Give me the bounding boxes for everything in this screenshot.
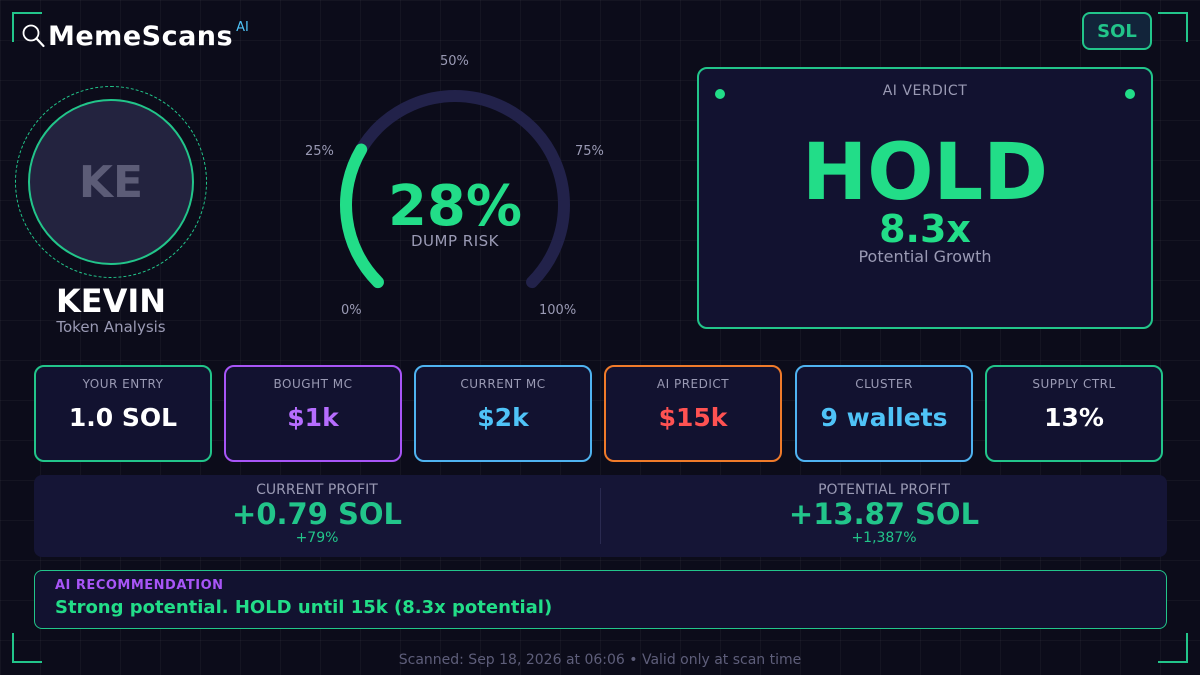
corner-decoration-top-left	[12, 12, 42, 42]
chain-badge: SOL	[1082, 12, 1152, 50]
stat-label: SUPPLY CTRL	[1032, 377, 1116, 391]
brand-logo: MemeScans AI	[22, 20, 249, 52]
gauge-tick-0: 0%	[341, 303, 362, 318]
potential-profit-value: +13.87 SOL	[788, 497, 980, 531]
verdict-multiplier: 8.3x	[879, 207, 971, 251]
brand-name: MemeScans	[48, 21, 234, 52]
corner-decoration-bottom-right	[1158, 633, 1188, 663]
stat-value: 13%	[1044, 403, 1104, 432]
gauge-svg	[340, 89, 570, 289]
stat-label: YOUR ENTRY	[82, 377, 164, 391]
verdict-dot-right	[1125, 89, 1135, 99]
current-profit: CURRENT PROFIT +0.79 SOL +79%	[34, 475, 600, 546]
corner-decoration-top-right	[1158, 12, 1188, 42]
stat-card-cluster: CLUSTER 9 wallets	[795, 365, 973, 462]
magnifier-icon	[22, 24, 45, 48]
recommendation-text: Strong potential. HOLD until 15k (8.3x p…	[55, 597, 553, 618]
stat-value: $15k	[658, 403, 728, 432]
dump-risk-gauge: 0% 25% 50% 75% 100% 28% DUMP RISK	[300, 50, 610, 330]
verdict-dot-left	[715, 89, 725, 99]
stat-card-ai-predict: AI PREDICT $15k	[604, 365, 782, 462]
verdict-decision: HOLD	[801, 128, 1049, 218]
stat-card-supply-ctrl: SUPPLY CTRL 13%	[985, 365, 1163, 462]
potential-profit-percent: +1,387%	[851, 530, 917, 546]
scan-footer: Scanned: Sep 18, 2026 at 06:06 • Valid o…	[398, 652, 802, 668]
gauge-tick-75: 75%	[575, 144, 604, 159]
gauge-value: 28%	[387, 174, 523, 239]
stat-label: BOUGHT MC	[273, 377, 353, 391]
gauge-fill	[340, 143, 384, 289]
stat-value: 9 wallets	[820, 403, 948, 432]
avatar-ring	[15, 86, 207, 278]
recommendation-label: AI RECOMMENDATION	[55, 578, 224, 593]
stat-value: $2k	[477, 403, 529, 432]
stat-card-entry: YOUR ENTRY 1.0 SOL	[34, 365, 212, 462]
stat-value: 1.0 SOL	[68, 403, 178, 432]
gauge-tick-100: 100%	[539, 303, 577, 318]
stat-card-current-mc: CURRENT MC $2k	[414, 365, 592, 462]
profit-divider	[600, 488, 601, 544]
verdict-title: AI VERDICT	[882, 83, 968, 99]
stat-label: CLUSTER	[855, 377, 913, 391]
avatar-initials: KE	[28, 99, 194, 265]
current-profit-value: +0.79 SOL	[232, 497, 402, 531]
verdict-subtitle: Potential Growth	[858, 247, 992, 266]
token-name: KEVIN	[55, 282, 167, 320]
gauge-tick-50: 50%	[440, 54, 469, 69]
profit-panel: CURRENT PROFIT +0.79 SOL +79% POTENTIAL …	[34, 475, 1167, 557]
ai-recommendation: AI RECOMMENDATION Strong potential. HOLD…	[34, 570, 1167, 629]
gauge-tick-25: 25%	[305, 144, 334, 159]
token-avatar: KE	[15, 86, 207, 278]
stat-value: $1k	[287, 403, 339, 432]
current-profit-percent: +79%	[295, 530, 339, 546]
brand-suffix: AI	[236, 20, 249, 35]
corner-decoration-bottom-left	[12, 633, 42, 663]
potential-profit-label: POTENTIAL PROFIT	[818, 482, 950, 498]
stat-label: CURRENT MC	[460, 377, 546, 391]
ai-verdict-panel: AI VERDICT HOLD 8.3x Potential Growth	[697, 67, 1153, 329]
stat-card-bought-mc: BOUGHT MC $1k	[224, 365, 402, 462]
gauge-caption: DUMP RISK	[411, 232, 499, 250]
current-profit-label: CURRENT PROFIT	[256, 482, 378, 498]
stat-label: AI PREDICT	[656, 377, 730, 391]
token-subtitle: Token Analysis	[56, 318, 166, 336]
potential-profit: POTENTIAL PROFIT +13.87 SOL +1,387%	[601, 475, 1167, 546]
